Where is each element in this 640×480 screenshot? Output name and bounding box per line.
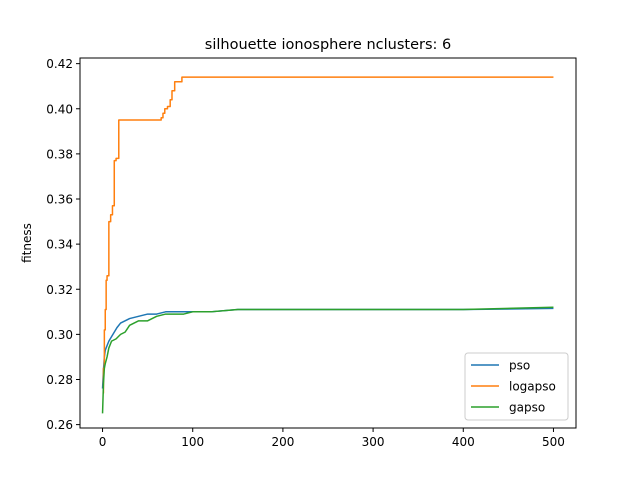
- x-tick-label: 400: [452, 435, 475, 449]
- y-tick-label: 0.36: [46, 193, 73, 207]
- legend-box: [464, 352, 569, 421]
- y-tick-label: 0.30: [46, 328, 73, 342]
- plot-area: [79, 57, 577, 429]
- x-tick-label: 100: [181, 435, 204, 449]
- x-tick-label: 0: [99, 435, 107, 449]
- x-tick-label: 500: [542, 435, 565, 449]
- y-tick-label: 0.38: [46, 147, 73, 161]
- y-tick-label: 0.26: [46, 418, 73, 432]
- y-axis-label: fitness: [20, 223, 34, 263]
- legend-label-logapso: logapso: [509, 380, 556, 394]
- axes-frame: [79, 57, 577, 429]
- series-lines: [101, 76, 554, 414]
- series-line-logapso: [102, 76, 554, 394]
- y-tick-label: 0.42: [46, 57, 73, 71]
- x-tick-label: 300: [362, 435, 385, 449]
- series-line-gapso: [101, 306, 554, 414]
- legend-label-pso: pso: [509, 359, 530, 373]
- legend-items: pso logapso gapso: [471, 359, 556, 415]
- y-tick-label: 0.28: [46, 373, 73, 387]
- y-tick-label: 0.40: [46, 102, 73, 116]
- chart-title: silhouette ionosphere nclusters: 6: [205, 37, 451, 53]
- y-tick-label: 0.34: [46, 238, 73, 252]
- x-axis-ticks: 0 100 200 300 400 500: [99, 428, 565, 449]
- legend: pso logapso gapso: [464, 352, 569, 421]
- y-axis-ticks: 0.26 0.28 0.30 0.32 0.34 0.36 0.38 0.40 0.42: [46, 57, 80, 432]
- y-tick-label: 0.32: [46, 283, 73, 297]
- x-tick-label: 200: [271, 435, 294, 449]
- legend-label-gapso: gapso: [509, 401, 545, 415]
